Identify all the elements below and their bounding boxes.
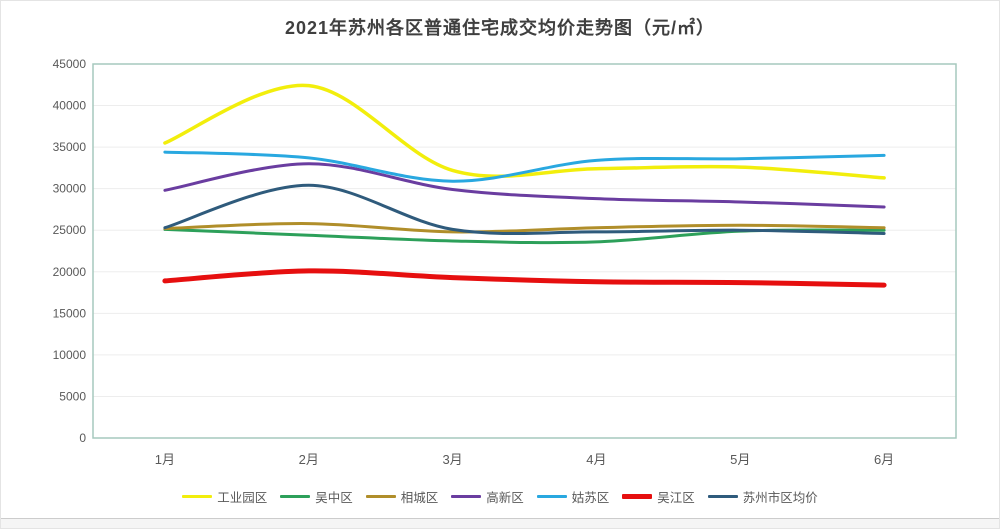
y-axis-tick-label: 25000 [53,223,87,237]
legend-item-4[interactable]: 姑苏区 [536,487,610,506]
x-axis-tick-label: 1月 [155,452,175,467]
x-axis-tick-label: 5月 [730,452,750,467]
x-axis-tick-label: 3月 [442,452,462,467]
legend-label: 吴江区 [657,491,695,505]
legend-label: 工业园区 [217,491,268,505]
x-axis-tick-label: 4月 [586,452,606,467]
legend-line-swatch [182,494,213,499]
x-axis-tick-label: 2月 [299,452,319,467]
x-axis-tick-label: 6月 [874,452,894,467]
footer-strip [1,519,999,528]
y-axis-tick-label: 15000 [53,306,87,320]
y-axis-tick-label: 10000 [53,348,87,362]
series-line-5[interactable] [162,268,887,288]
series-line-4[interactable] [163,150,886,183]
y-axis-tick-label: 35000 [53,140,87,154]
legend-label: 苏州市区均价 [742,491,818,505]
legend-item-6[interactable]: 苏州市区均价 [707,487,818,506]
legend-label: 姑苏区 [571,491,610,505]
chart-title: 2021年苏州各区普通住宅成交均价走势图（元/㎡） [284,18,716,38]
y-axis-tick-label: 5000 [59,389,86,403]
legend-label: 相城区 [400,491,439,505]
legend-item-0[interactable]: 工业园区 [182,487,267,506]
y-axis-tick-label: 20000 [53,265,87,279]
legend-line-swatch [451,494,482,499]
legend-line-swatch [365,494,396,499]
legend-item-5[interactable]: 吴江区 [622,487,695,506]
footer-divider [1,518,999,519]
y-axis-tick-label: 40000 [53,99,87,113]
legend-label: 高新区 [486,491,524,505]
series-line-2[interactable] [163,222,886,234]
y-axis-tick-label: 30000 [53,182,87,196]
series-line-6[interactable] [163,183,886,236]
series-line-0[interactable] [163,83,886,180]
series-line-3[interactable] [163,162,886,209]
legend: 工业园区 吴中区 相城区 高新区 姑苏区 吴江区 苏州市区均价 [1,487,999,506]
legend-line-swatch [622,494,653,499]
legend-label: 吴中区 [315,491,353,505]
y-axis-tick-label: 45000 [53,57,87,71]
legend-item-2[interactable]: 相城区 [365,487,439,506]
legend-line-swatch [536,494,567,499]
y-axis-tick-label: 0 [79,431,86,445]
legend-line-swatch [707,494,738,499]
plot-area-border [92,63,957,439]
legend-item-3[interactable]: 高新区 [451,487,524,506]
legend-line-swatch [280,494,311,499]
legend-item-1[interactable]: 吴中区 [280,487,353,506]
